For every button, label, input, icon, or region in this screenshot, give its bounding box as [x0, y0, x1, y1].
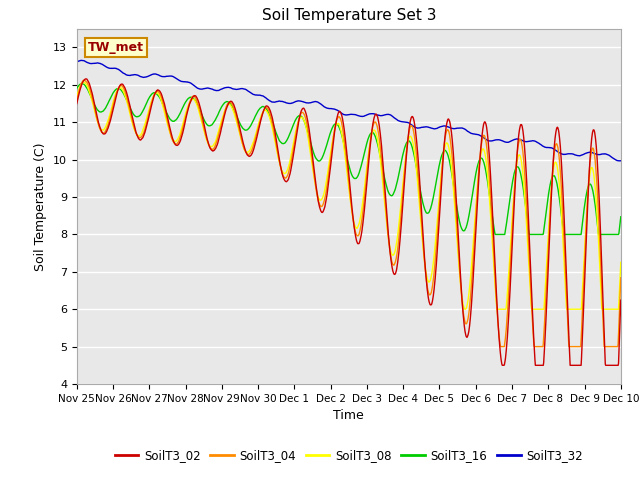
Y-axis label: Soil Temperature (C): Soil Temperature (C) [35, 142, 47, 271]
Legend: SoilT3_02, SoilT3_04, SoilT3_08, SoilT3_16, SoilT3_32: SoilT3_02, SoilT3_04, SoilT3_08, SoilT3_… [110, 444, 588, 467]
Title: Soil Temperature Set 3: Soil Temperature Set 3 [262, 9, 436, 24]
X-axis label: Time: Time [333, 409, 364, 422]
Text: TW_met: TW_met [88, 41, 144, 54]
